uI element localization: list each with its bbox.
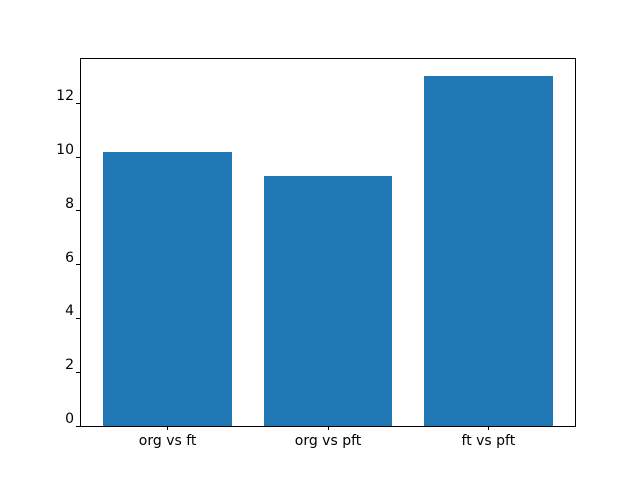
bars-layer	[81, 59, 575, 426]
y-tick-mark	[76, 425, 80, 427]
x-tick-mark	[327, 426, 329, 430]
y-axis: 0 2 4 6 8 10 12	[56, 59, 575, 427]
y-tick-label: 6	[65, 249, 74, 266]
x-tick-mark	[487, 426, 489, 430]
x-tick-mark	[167, 426, 169, 430]
y-tick-label: 8	[65, 195, 74, 212]
y-tick-mark	[76, 371, 80, 373]
y-tick-mark	[76, 210, 80, 212]
y-tick-mark	[76, 317, 80, 319]
x-tick-label: ft vs pft	[461, 433, 516, 449]
x-axis: org vs ft org vs pft ft vs pft	[81, 59, 575, 449]
plot-area: 0 2 4 6 8 10 12 org vs ft org vs pft ft vs pft	[56, 58, 576, 449]
y-tick-label: 0	[65, 411, 74, 427]
y-tick-mark	[76, 102, 80, 104]
x-tick-label: org vs pft	[294, 433, 362, 449]
y-tick-label: 2	[65, 357, 74, 374]
y-tick-mark	[76, 156, 80, 158]
y-tick-label: 12	[56, 88, 74, 105]
y-tick-label: 4	[65, 303, 74, 320]
x-tick-label: org vs ft	[138, 433, 197, 449]
y-tick-mark	[76, 264, 80, 266]
bar-org-vs-ft	[103, 151, 232, 426]
bar-ft-vs-pft	[424, 76, 553, 426]
y-tick-label: 10	[56, 142, 74, 159]
bar-org-vs-pft	[263, 175, 393, 426]
